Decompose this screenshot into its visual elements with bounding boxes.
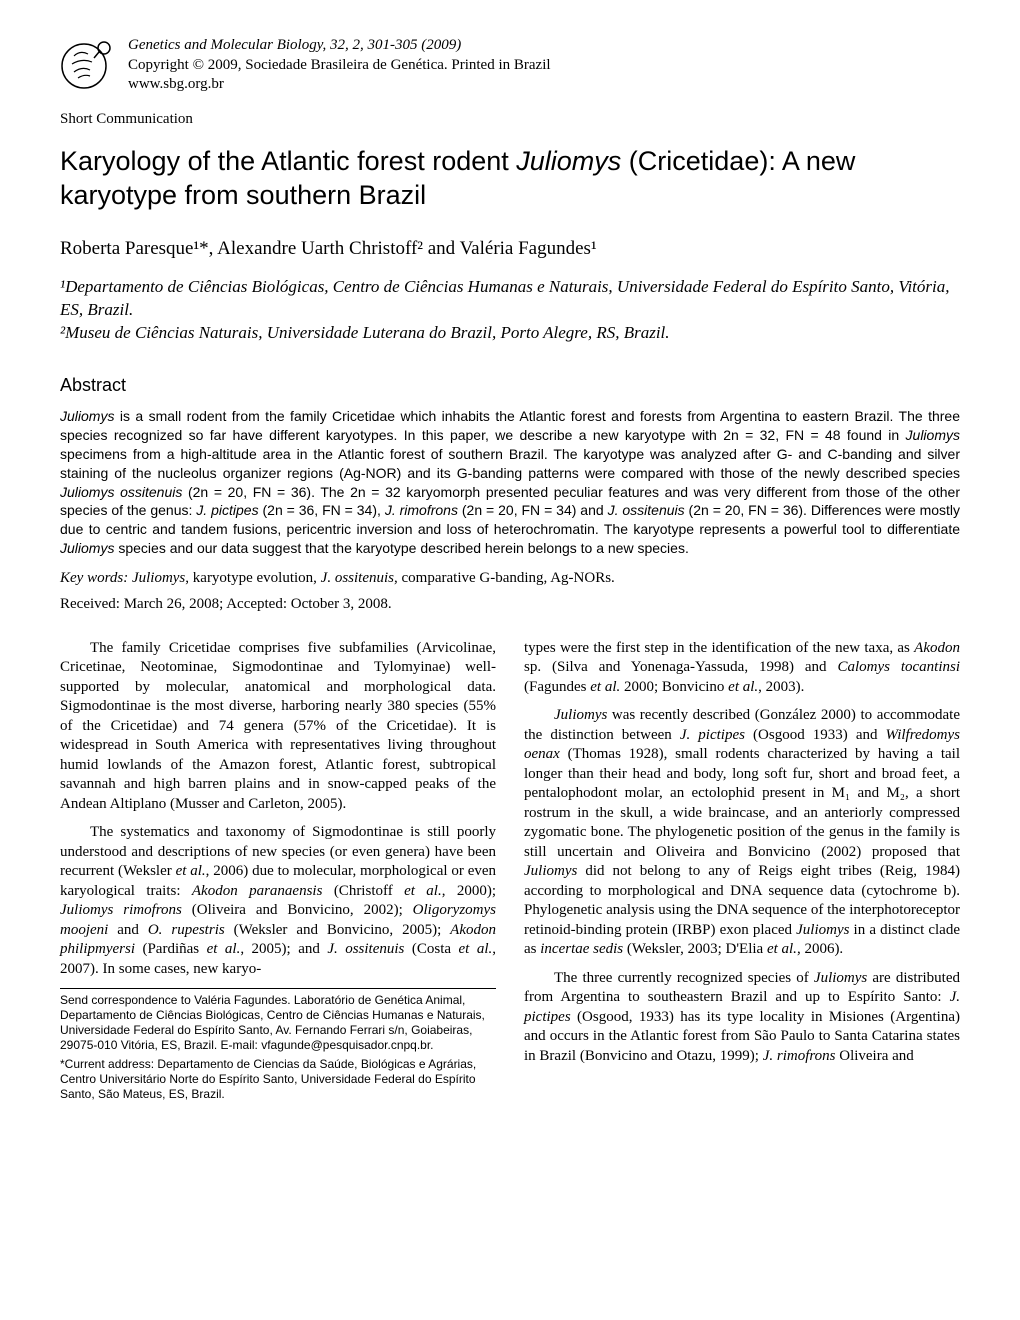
p2-s19: (Costa xyxy=(404,941,458,957)
p2b-s4: Calomys tocantinsi xyxy=(837,659,960,675)
p2-s5: (Christoff xyxy=(322,883,404,899)
title-pre: Karyology of the Atlantic forest rodent xyxy=(60,146,516,176)
corresp-1: Send correspondence to Valéria Fagundes.… xyxy=(60,993,496,1053)
p2b-s3: sp. (Silva and Yonenaga-Yassuda, 1998) a… xyxy=(524,659,837,675)
journal-header: Genetics and Molecular Biology, 32, 2, 3… xyxy=(60,36,960,95)
p2-s18: J. ossitenuis xyxy=(327,941,404,957)
p2-s7: , 2000); xyxy=(442,883,496,899)
column-left: The family Cricetidae comprises five sub… xyxy=(60,639,496,1107)
abstract-heading: Abstract xyxy=(60,373,960,397)
p2b-s7: 2000; Bonvicino xyxy=(620,679,728,695)
abs-t7: J. pictipes xyxy=(196,502,258,518)
p2-s4: Akodon paranaensis xyxy=(192,883,323,899)
kw-label: Key words: xyxy=(60,570,132,586)
para-1: The family Cricetidae comprises five sub… xyxy=(60,639,496,815)
p2-s20: et al. xyxy=(459,941,493,957)
p4-s2: Juliomys xyxy=(814,970,867,986)
p3-s12: (Weksler, 2003; D'Elia xyxy=(623,941,767,957)
article-title: Karyology of the Atlantic forest rodent … xyxy=(60,145,960,213)
correspondence: Send correspondence to Valéria Fagundes.… xyxy=(60,988,496,1102)
column-right: types were the first step in the identif… xyxy=(524,639,960,1107)
journal-logo-icon xyxy=(60,36,114,90)
abs-t1: Juliomys xyxy=(60,408,114,424)
abs-t11: J. ossitenuis xyxy=(608,502,685,518)
p4-s1: The three currently recognized species o… xyxy=(554,970,814,986)
p3-s7: Juliomys xyxy=(524,863,577,879)
journal-citation: Genetics and Molecular Biology, 32, 2, 3… xyxy=(128,36,551,56)
p2-s15: (Pardiñas xyxy=(135,941,207,957)
para-2b: types were the first step in the identif… xyxy=(524,639,960,698)
p2b-s6: et al. xyxy=(590,679,620,695)
p2-s9: (Oliveira and Bonvicino, 2002); xyxy=(182,902,413,918)
p3-s9: Juliomys xyxy=(796,922,849,938)
abstract-body: Juliomys is a small rodent from the fami… xyxy=(60,407,960,558)
affiliations: ¹Departamento de Ciências Biológicas, Ce… xyxy=(60,276,960,345)
p2b-s9: , 2003). xyxy=(758,679,804,695)
abs-t8: (2n = 36, FN = 34), xyxy=(259,502,385,518)
p3-s4: (Osgood 1933) and xyxy=(745,727,886,743)
p2-s2: et al. xyxy=(176,863,206,879)
abs-t5: Juliomys ossitenuis xyxy=(60,484,182,500)
p2b-s2: Akodon xyxy=(914,640,960,656)
authors: Roberta Paresque¹*, Alexandre Uarth Chri… xyxy=(60,236,960,262)
p4-s6: J. rimofrons xyxy=(763,1048,836,1064)
keywords: Key words: Juliomys, karyotype evolution… xyxy=(60,568,960,588)
p4-s7: Oliveira and xyxy=(835,1048,913,1064)
p3-s1: Juliomys xyxy=(554,707,607,723)
p2-s6: et al. xyxy=(404,883,442,899)
p2b-s5: (Fagundes xyxy=(524,679,590,695)
abs-t4: specimens from a high-altitude area in t… xyxy=(60,446,960,481)
p2-s12: O. rupestris xyxy=(148,922,225,938)
corresp-2: *Current address: Departamento de Cienci… xyxy=(60,1057,496,1102)
abs-t3: Juliomys xyxy=(906,427,960,443)
p2-s17: , 2005); and xyxy=(240,941,327,957)
kw-1: Juliomys xyxy=(132,570,185,586)
kw-4: , comparative G-banding, Ag-NORs. xyxy=(394,570,615,586)
p2b-s1: types were the first step in the identif… xyxy=(524,640,914,656)
p2-s16: et al. xyxy=(207,941,241,957)
p3-s11: incertae sedis xyxy=(540,941,623,957)
p3-s13: et al. xyxy=(767,941,797,957)
received-dates: Received: March 26, 2008; Accepted: Octo… xyxy=(60,594,960,614)
section-label: Short Communication xyxy=(60,109,960,129)
p3-s14: , 2006). xyxy=(797,941,843,957)
para-2: The systematics and taxonomy of Sigmodon… xyxy=(60,823,496,979)
abs-t10: (2n = 20, FN = 34) and xyxy=(458,502,608,518)
p3-s6: (Thomas 1928), small rodents characteriz… xyxy=(524,746,960,860)
affiliation-2: ²Museu de Ciências Naturais, Universidad… xyxy=(60,322,960,345)
abs-t14: species and our data suggest that the ka… xyxy=(114,540,688,556)
abs-t9: J. rimofrons xyxy=(385,502,458,518)
p3-s3: J. pictipes xyxy=(680,727,745,743)
para-4: The three currently recognized species o… xyxy=(524,969,960,1067)
kw-2: , karyotype evolution, xyxy=(185,570,320,586)
body-columns: The family Cricetidae comprises five sub… xyxy=(60,639,960,1107)
title-genus: Juliomys xyxy=(516,146,621,176)
abs-t2: is a small rodent from the family Cricet… xyxy=(60,408,960,443)
para-3: Juliomys was recently described (Gonzále… xyxy=(524,706,960,960)
affiliation-1: ¹Departamento de Ciências Biológicas, Ce… xyxy=(60,276,960,322)
kw-3: J. ossitenuis xyxy=(321,570,394,586)
journal-info: Genetics and Molecular Biology, 32, 2, 3… xyxy=(128,36,551,95)
p2-s13: (Weksler and Bonvicino, 2005); xyxy=(225,922,450,938)
journal-url: www.sbg.org.br xyxy=(128,75,551,95)
p2-s8: Juliomys rimofrons xyxy=(60,902,182,918)
journal-copyright: Copyright © 2009, Sociedade Brasileira d… xyxy=(128,56,551,76)
p2b-s8: et al. xyxy=(728,679,758,695)
abs-t13: Juliomys xyxy=(60,540,114,556)
p2-s11: and xyxy=(108,922,148,938)
